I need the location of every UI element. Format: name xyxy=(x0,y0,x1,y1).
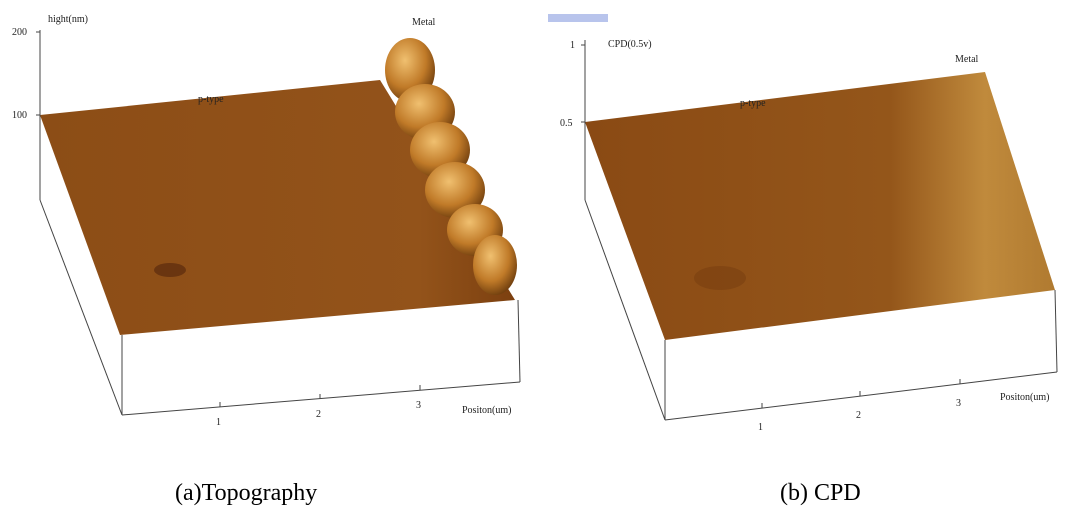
z-tick: 1 xyxy=(570,40,575,51)
z-tick: 100 xyxy=(12,110,27,121)
surface xyxy=(585,72,1055,340)
caption: (a)Topography xyxy=(175,480,317,506)
panel-b: CPD(0.5v) 1 0.5 p-type Metal 1 2 3 Posit… xyxy=(548,14,1057,506)
region-label: p-type xyxy=(198,94,224,105)
z-tick: 0.5 xyxy=(560,118,573,129)
x-tick: 2 xyxy=(316,409,321,420)
region-label: p-type xyxy=(740,98,766,109)
z-label: hight(nm) xyxy=(48,14,88,25)
figure: hight(nm) 200 100 p-type Metal 1 2 3 Pos… xyxy=(0,0,1066,513)
x-tick: 2 xyxy=(856,410,861,421)
spot xyxy=(154,263,186,277)
panel-a: hight(nm) 200 100 p-type Metal 1 2 3 Pos… xyxy=(12,14,520,506)
x-label: Positon(um) xyxy=(1000,392,1049,403)
spot xyxy=(694,266,746,290)
page: {"panels": [ {"z_label": "hight(nm)", "z… xyxy=(0,0,1066,513)
x-tick: 1 xyxy=(758,422,763,433)
region-label: Metal xyxy=(955,54,979,65)
caption: (b) CPD xyxy=(780,480,861,506)
x-tick: 3 xyxy=(956,398,961,409)
z-tick: 200 xyxy=(12,27,27,38)
x-label: Positon(um) xyxy=(462,405,511,416)
x-tick: 1 xyxy=(216,417,221,428)
x-tick: 3 xyxy=(416,400,421,411)
region-label: Metal xyxy=(412,17,436,28)
artifact xyxy=(548,14,608,22)
z-label: CPD(0.5v) xyxy=(608,39,652,50)
